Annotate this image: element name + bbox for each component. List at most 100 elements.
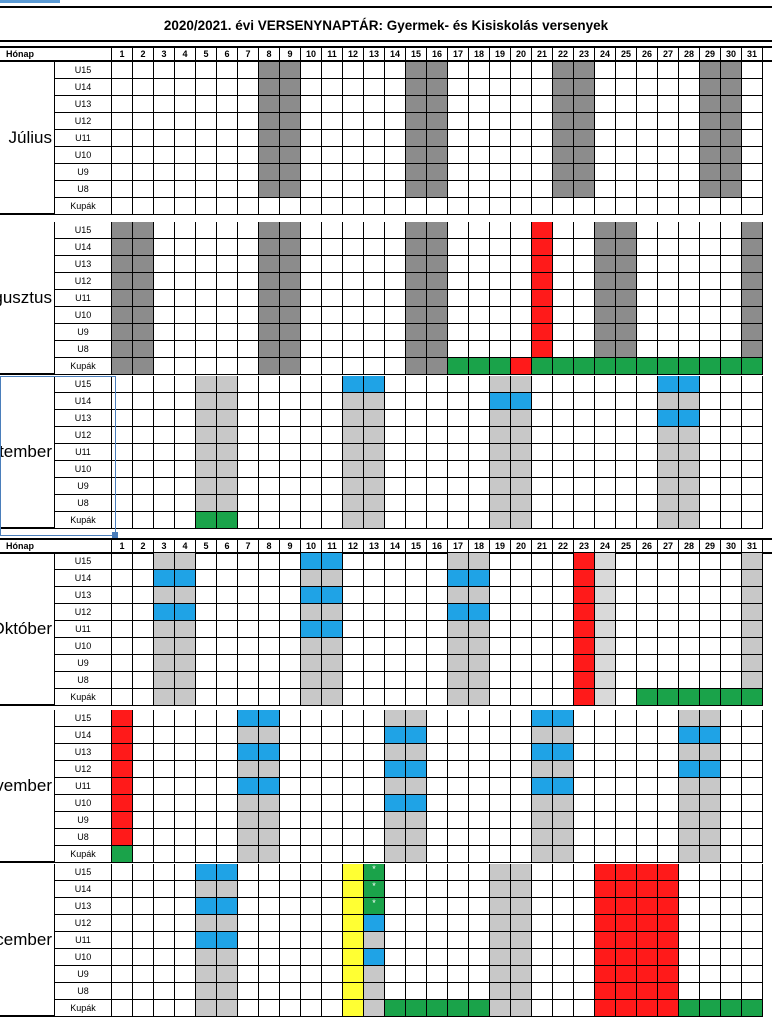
day-cell[interactable] — [679, 164, 700, 181]
day-cell[interactable] — [259, 461, 280, 478]
day-cell[interactable] — [112, 79, 133, 96]
day-cell[interactable] — [259, 949, 280, 966]
day-cell[interactable] — [133, 512, 154, 529]
day-cell[interactable] — [322, 478, 343, 495]
day-cell[interactable] — [679, 222, 700, 239]
day-cell[interactable] — [280, 307, 301, 324]
day-cell[interactable] — [259, 672, 280, 689]
day-cell[interactable] — [133, 410, 154, 427]
day-cell[interactable] — [154, 324, 175, 341]
day-cell[interactable] — [259, 181, 280, 198]
day-cell[interactable] — [742, 410, 763, 427]
day-cell[interactable] — [553, 495, 574, 512]
day-cell[interactable] — [490, 553, 511, 570]
day-cell[interactable] — [595, 444, 616, 461]
day-cell[interactable] — [511, 198, 532, 215]
day-cell[interactable] — [217, 341, 238, 358]
day-cell[interactable] — [343, 983, 364, 1000]
day-cell[interactable] — [322, 966, 343, 983]
day-cell[interactable] — [574, 744, 595, 761]
day-cell[interactable] — [553, 222, 574, 239]
day-cell[interactable] — [553, 778, 574, 795]
day-cell[interactable] — [133, 570, 154, 587]
day-cell[interactable] — [406, 864, 427, 881]
day-cell[interactable] — [343, 324, 364, 341]
day-cell[interactable] — [637, 778, 658, 795]
day-cell[interactable] — [322, 239, 343, 256]
day-cell[interactable] — [259, 478, 280, 495]
day-cell[interactable] — [490, 495, 511, 512]
day-cell[interactable] — [196, 427, 217, 444]
day-cell[interactable] — [742, 147, 763, 164]
day-cell[interactable] — [700, 239, 721, 256]
day-cell[interactable] — [154, 181, 175, 198]
day-cell[interactable] — [469, 778, 490, 795]
day-cell[interactable] — [700, 358, 721, 375]
day-cell[interactable] — [217, 983, 238, 1000]
day-cell[interactable] — [700, 130, 721, 147]
day-cell[interactable] — [322, 621, 343, 638]
day-cell[interactable] — [217, 689, 238, 706]
day-cell[interactable] — [112, 478, 133, 495]
day-cell[interactable] — [511, 444, 532, 461]
day-cell[interactable] — [238, 113, 259, 130]
day-cell[interactable] — [469, 587, 490, 604]
day-cell[interactable] — [616, 727, 637, 744]
day-cell[interactable] — [343, 393, 364, 410]
day-cell[interactable] — [427, 512, 448, 529]
day-cell[interactable] — [259, 62, 280, 79]
day-cell[interactable] — [511, 621, 532, 638]
day-cell[interactable] — [322, 427, 343, 444]
day-cell[interactable] — [280, 181, 301, 198]
day-cell[interactable] — [637, 1000, 658, 1017]
day-cell[interactable] — [469, 638, 490, 655]
day-cell[interactable] — [700, 96, 721, 113]
day-cell[interactable] — [658, 689, 679, 706]
day-cell[interactable] — [175, 689, 196, 706]
day-cell[interactable] — [196, 147, 217, 164]
day-cell[interactable] — [742, 915, 763, 932]
day-cell[interactable] — [112, 376, 133, 393]
day-cell[interactable] — [553, 553, 574, 570]
day-cell[interactable] — [238, 358, 259, 375]
day-cell[interactable] — [679, 727, 700, 744]
day-cell[interactable] — [406, 290, 427, 307]
day-cell[interactable] — [532, 744, 553, 761]
day-cell[interactable] — [742, 621, 763, 638]
day-cell[interactable] — [133, 198, 154, 215]
day-cell[interactable] — [175, 932, 196, 949]
day-cell[interactable] — [301, 655, 322, 672]
day-cell[interactable] — [385, 113, 406, 130]
day-cell[interactable] — [217, 62, 238, 79]
day-cell[interactable] — [196, 604, 217, 621]
day-cell[interactable] — [322, 881, 343, 898]
day-cell[interactable] — [448, 273, 469, 290]
day-cell[interactable] — [469, 393, 490, 410]
day-cell[interactable] — [469, 983, 490, 1000]
day-cell[interactable] — [448, 638, 469, 655]
day-cell[interactable] — [448, 727, 469, 744]
day-cell[interactable] — [427, 273, 448, 290]
day-cell[interactable] — [427, 376, 448, 393]
day-cell[interactable] — [637, 164, 658, 181]
day-cell[interactable] — [196, 761, 217, 778]
day-cell[interactable] — [301, 307, 322, 324]
day-cell[interactable] — [595, 427, 616, 444]
day-cell[interactable] — [637, 239, 658, 256]
day-cell[interactable] — [154, 307, 175, 324]
day-cell[interactable] — [553, 376, 574, 393]
day-cell[interactable] — [133, 898, 154, 915]
day-cell[interactable] — [658, 949, 679, 966]
day-cell[interactable] — [280, 62, 301, 79]
day-cell[interactable] — [154, 130, 175, 147]
day-cell[interactable] — [238, 915, 259, 932]
day-cell[interactable] — [553, 949, 574, 966]
day-cell[interactable] — [490, 621, 511, 638]
day-cell[interactable] — [721, 1000, 742, 1017]
day-cell[interactable] — [364, 222, 385, 239]
day-cell[interactable] — [196, 898, 217, 915]
day-cell[interactable] — [238, 778, 259, 795]
day-cell[interactable] — [175, 358, 196, 375]
day-cell[interactable] — [448, 427, 469, 444]
day-cell[interactable] — [133, 181, 154, 198]
